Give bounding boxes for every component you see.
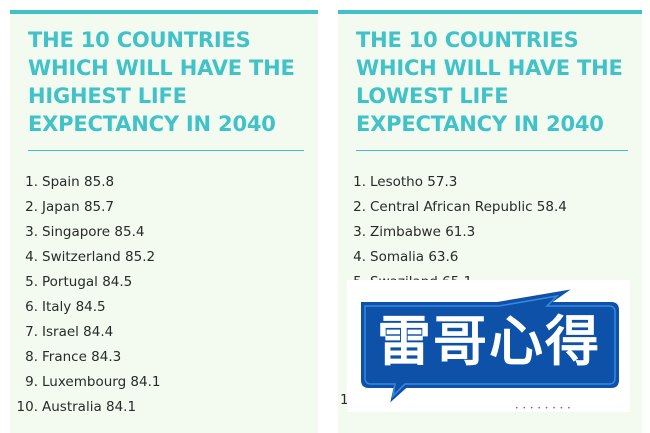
list-item: 10. Australia 84.1 (16, 399, 137, 415)
list-item: 2. Japan 85.7 (25, 199, 115, 215)
list-item: 2. Central African Republic 58.4 (353, 199, 567, 215)
watermark-dots: • • • • • • • • (515, 405, 572, 412)
list-item: 3. Singapore 85.4 (25, 224, 145, 240)
partial-list-number: 1 (340, 392, 349, 408)
right-panel-title: THE 10 COUNTRIES WHICH WILL HAVE THE LOW… (356, 28, 623, 136)
list-item: 8. France 84.3 (25, 349, 122, 365)
left-ranking-list: 1. Spain 85.8 2. Japan 85.7 3. Singapore 85… (10, 170, 161, 420)
watermark-bubble-inner-outline (364, 294, 616, 399)
list-item: 1. Lesotho 57.3 (353, 174, 458, 190)
left-panel: THE 10 COUNTRIES WHICH WILL HAVE THE HIG… (10, 10, 318, 433)
list-item: 7. Israel 84.4 (25, 324, 114, 340)
list-item: 6. Italy 84.5 (25, 299, 106, 315)
list-item: 1. Spain 85.8 (25, 174, 115, 190)
list-item: 4. Switzerland 85.2 (25, 249, 156, 265)
left-panel-title: THE 10 COUNTRIES WHICH WILL HAVE THE HIG… (28, 28, 295, 136)
list-item: 9. Luxembourg 84.1 (25, 374, 161, 390)
watermark-text: 雷哥心得 (377, 310, 601, 373)
list-item: 4. Somalia 63.6 (353, 249, 459, 265)
list-item: 5. Portugal 84.5 (25, 274, 133, 290)
right-ranking-list: 1. Lesotho 57.3 2. Central African Republi… (338, 170, 567, 295)
right-title-divider (356, 150, 628, 151)
watermark-badge: 雷哥心得 (347, 280, 630, 412)
watermark-bubble (357, 284, 623, 412)
list-item: 3. Zimbabwe 61.3 (353, 224, 476, 240)
left-title-divider (28, 150, 304, 151)
watermark-bubble-shape (357, 284, 623, 412)
